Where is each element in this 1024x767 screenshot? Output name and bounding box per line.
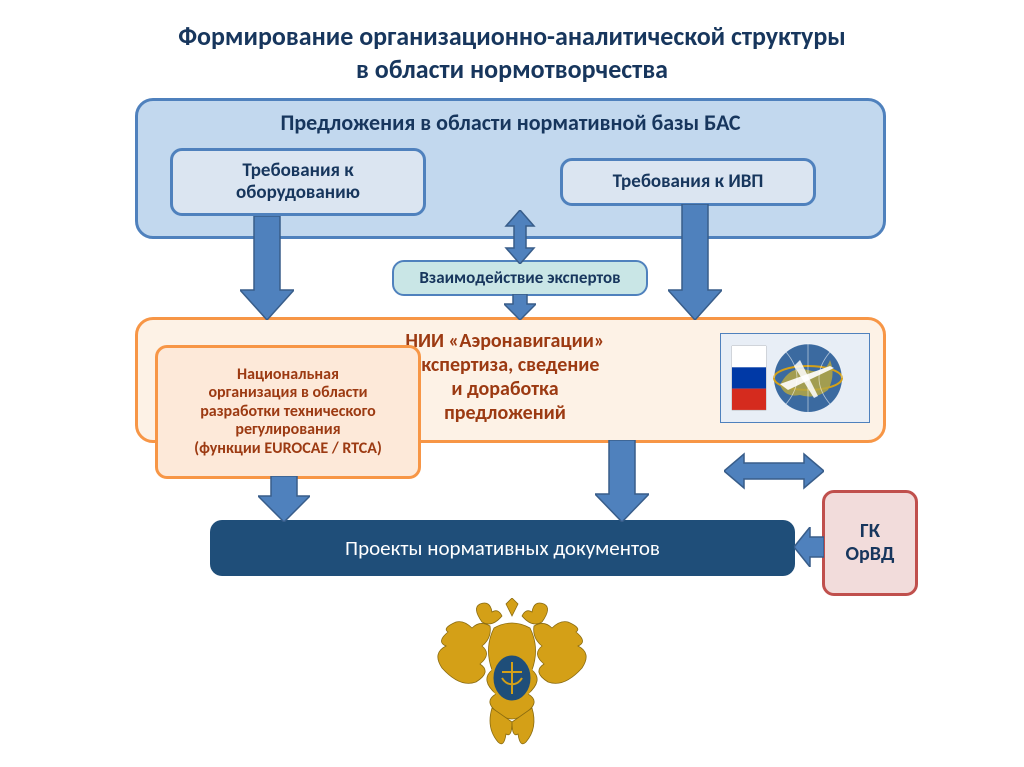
chip-requirements-ivp: Требования к ИВП bbox=[560, 158, 816, 206]
chip-req-equip-line2: оборудованию bbox=[236, 181, 360, 204]
chip-experts-label: Взаимодействие экспертов bbox=[419, 268, 620, 288]
title-line1: Формирование организационно-аналитическо… bbox=[178, 20, 846, 52]
chip-requirements-equipment: Требования к оборудованию bbox=[170, 148, 426, 216]
chip-req-ivp-label: Требования к ИВП bbox=[613, 171, 764, 193]
arrow-experts-to-nii bbox=[504, 294, 536, 320]
nii-line3: и доработка bbox=[451, 377, 558, 401]
title-line2: в области нормотворчества bbox=[356, 53, 668, 85]
arrow-equipment-down bbox=[240, 216, 294, 320]
national-line2: организация в области bbox=[208, 383, 367, 402]
national-line4: регулирования bbox=[235, 420, 340, 439]
nii-line1: НИИ «Аэронавигации» bbox=[405, 329, 604, 353]
arrow-ivp-down bbox=[668, 204, 722, 320]
gk-line2: ОрВД bbox=[846, 542, 895, 566]
chip-req-equip-line1: Требования к bbox=[242, 159, 353, 182]
bar-projects: Проекты нормативных документов bbox=[210, 520, 795, 576]
diagram-stage: Формирование организационно-аналитическо… bbox=[0, 0, 1024, 767]
arrow-nii-down bbox=[595, 440, 649, 522]
arrow-nii-gk-bidir bbox=[724, 450, 824, 492]
arrow-top-to-experts bbox=[498, 210, 542, 264]
nii-line2: Экспертиза, сведение bbox=[411, 353, 600, 377]
arrow-national-down bbox=[258, 476, 310, 522]
logo-aeronavigation bbox=[720, 333, 870, 423]
chip-national-org: Национальная организация в области разра… bbox=[155, 345, 421, 479]
national-line1: Национальная bbox=[237, 365, 339, 384]
bar-projects-label: Проекты нормативных документов bbox=[345, 535, 660, 561]
arrow-gk-left bbox=[794, 527, 824, 567]
chip-gk-orvd: ГК ОрВД bbox=[822, 490, 918, 596]
gk-line1: ГК bbox=[860, 519, 880, 543]
emblem-rus-eagle-icon bbox=[432, 598, 592, 748]
globe-flag-icon bbox=[730, 340, 860, 416]
chip-experts-interaction: Взаимодействие экспертов bbox=[392, 260, 648, 296]
national-line5: (функции EUROCAE / RTCA) bbox=[194, 439, 382, 458]
panel-proposals-header: Предложения в области нормативной базы Б… bbox=[138, 109, 883, 136]
page-title: Формирование организационно-аналитическо… bbox=[0, 20, 1024, 85]
national-line3: разработки технического bbox=[200, 402, 376, 421]
nii-line4: предложений bbox=[444, 401, 566, 425]
